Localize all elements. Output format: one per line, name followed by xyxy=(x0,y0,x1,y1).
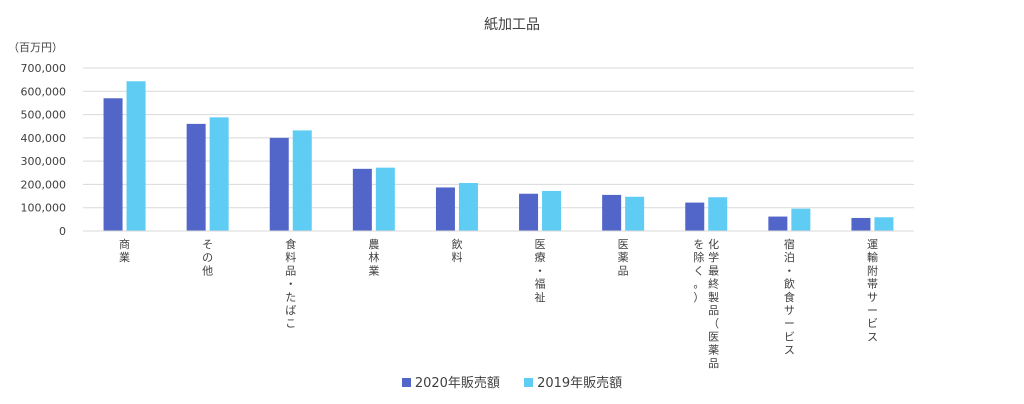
bar-2019 xyxy=(791,208,811,231)
legend-item-2019: 2019年販売額 xyxy=(524,372,622,391)
x-axis-labels: 商業 その他 食料品・たばこ 農林業 飲料 医療・福祉 医薬品 化学最終製品（医薬品を除く。）… xyxy=(119,237,878,370)
bar-2019 xyxy=(542,190,562,231)
x-tick-label: 飲料 xyxy=(451,237,462,264)
y-tick-label: 0 xyxy=(59,225,66,238)
bar-2019 xyxy=(126,81,146,231)
chart-title: 紙加工品 xyxy=(484,17,540,33)
x-tick-label: その他 xyxy=(202,238,213,277)
bar-2019 xyxy=(375,167,395,231)
x-tick-label: 運輸附帯サービス xyxy=(867,238,878,343)
bar-2020 xyxy=(602,194,622,231)
bar-2020 xyxy=(352,168,372,231)
y-tick-label: 500,000 xyxy=(21,109,67,122)
y-tick-label: 100,000 xyxy=(21,202,67,215)
bar-2020 xyxy=(519,193,539,231)
y-tick-label: 700,000 xyxy=(21,62,67,75)
legend-label-2019: 2019年販売額 xyxy=(537,376,623,391)
y-unit-label: （百万円） xyxy=(8,41,63,54)
bar-2020 xyxy=(851,217,871,231)
bar-2019 xyxy=(625,196,645,231)
gridlines xyxy=(83,67,914,209)
legend: 2020年販売額 2019年販売額 xyxy=(0,372,1024,391)
bar-2020 xyxy=(269,137,289,231)
bar-2020 xyxy=(186,123,206,231)
bar-2019 xyxy=(209,117,229,231)
y-tick-label: 400,000 xyxy=(21,132,67,145)
y-tick-label: 600,000 xyxy=(21,85,67,98)
legend-swatch-2020 xyxy=(401,378,411,387)
x-tick-label: 医療・福祉 xyxy=(535,238,546,304)
legend-item-2020: 2020年販売額 xyxy=(401,372,500,391)
x-tick-label: 医薬品 xyxy=(618,238,629,277)
x-tick-label: 商業 xyxy=(119,237,130,264)
legend-swatch-2019 xyxy=(524,378,534,387)
x-tick-label: 化学最終製品（医薬品を除く。） xyxy=(693,237,719,370)
bar-2019 xyxy=(708,197,728,231)
legend-label-2020: 2020年販売額 xyxy=(414,376,500,391)
bar-2020 xyxy=(103,98,123,232)
bar-2019 xyxy=(292,130,312,231)
bar-2020 xyxy=(435,187,455,231)
x-tick-label: 食料品・たばこ xyxy=(285,237,296,330)
bar-2019 xyxy=(874,217,894,231)
y-axis: 0 100,000 200,000 300,000 400,000 500,000 600,… xyxy=(21,62,67,238)
bars xyxy=(103,81,894,232)
x-tick-label: 農林業 xyxy=(368,237,379,277)
x-tick-label: 宿泊・飲食サービス xyxy=(784,237,795,357)
y-tick-label: 200,000 xyxy=(21,178,67,191)
bar-2020 xyxy=(685,202,705,231)
bar-2019 xyxy=(458,183,478,231)
y-tick-label: 300,000 xyxy=(21,155,67,168)
bar-2020 xyxy=(768,216,788,231)
